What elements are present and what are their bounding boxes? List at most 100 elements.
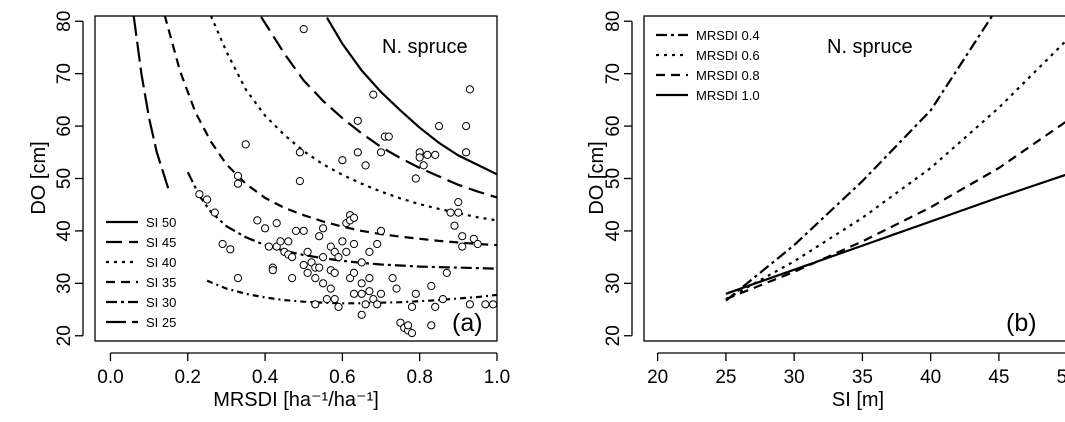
series-line-4 bbox=[725, 173, 1065, 295]
legend-label: MRSDI 0.4 bbox=[696, 28, 760, 43]
y-tick-label: 20 bbox=[54, 325, 75, 346]
x-tick-label: 0.8 bbox=[406, 367, 432, 388]
panel-a: 0.0 0.2 0.4 0.6 0.8 1.0 20 30 40 50 60 70 80 N. spr… bbox=[28, 11, 510, 411]
y-tick-label: 80 bbox=[603, 11, 624, 32]
data-point bbox=[349, 289, 359, 298]
data-point bbox=[253, 216, 262, 225]
data-point bbox=[438, 295, 447, 304]
data-point bbox=[376, 226, 386, 235]
data-point bbox=[226, 245, 235, 254]
data-point bbox=[407, 302, 417, 311]
data-point bbox=[261, 224, 270, 233]
x-tick-label: 25 bbox=[715, 367, 736, 388]
panel-a-y-title: DO [cm] bbox=[28, 141, 50, 214]
x-tick-label: 0.2 bbox=[175, 367, 201, 388]
data-point bbox=[330, 295, 339, 304]
series-line-2 bbox=[725, 40, 1065, 301]
data-point bbox=[334, 302, 343, 311]
series-line-6 bbox=[132, 16, 170, 190]
data-point bbox=[419, 161, 428, 170]
data-point bbox=[299, 260, 308, 270]
data-point bbox=[288, 274, 297, 283]
x-tick-label: 30 bbox=[784, 367, 805, 388]
legend-label: SI 40 bbox=[146, 255, 176, 270]
data-point bbox=[268, 266, 277, 275]
data-point bbox=[376, 289, 386, 298]
panel-a-x-axis: 0.0 0.2 0.4 0.6 0.8 1.0 bbox=[97, 352, 510, 388]
series-line-4 bbox=[163, 16, 497, 247]
legend-label: MRSDI 0.8 bbox=[696, 68, 760, 83]
y-tick-label: 40 bbox=[603, 220, 624, 241]
series-line-3 bbox=[725, 120, 1065, 301]
data-point bbox=[322, 295, 331, 304]
panel-a-label: (a) bbox=[452, 309, 483, 337]
data-point bbox=[233, 171, 243, 180]
panel-a-y-axis: 20 30 40 50 60 70 80 bbox=[54, 11, 84, 346]
data-point bbox=[423, 150, 432, 159]
x-tick-label: 35 bbox=[852, 367, 873, 388]
x-tick-label: 50 bbox=[1057, 367, 1065, 388]
data-point bbox=[365, 247, 374, 256]
panel-a-legend: SI 50 SI 45 SI 40 SI 35 SI 30 SI 25 bbox=[106, 215, 176, 330]
series-line-1 bbox=[725, 16, 994, 302]
data-point bbox=[384, 132, 393, 141]
data-point bbox=[330, 268, 339, 277]
panel-b-x-axis: 20 25 30 35 40 45 50 bbox=[647, 352, 1065, 388]
data-point bbox=[233, 179, 243, 188]
panel-a-frame bbox=[94, 15, 498, 342]
x-tick-label: 0.0 bbox=[97, 367, 123, 388]
panel-a-curves bbox=[132, 16, 497, 305]
y-tick-label: 60 bbox=[603, 116, 624, 137]
data-point bbox=[365, 287, 374, 296]
data-point bbox=[473, 239, 482, 249]
data-point bbox=[373, 300, 382, 309]
data-point bbox=[365, 274, 374, 283]
data-point bbox=[361, 300, 370, 309]
data-point bbox=[315, 263, 324, 272]
data-point bbox=[264, 242, 273, 251]
data-point bbox=[291, 226, 301, 235]
series-line-5 bbox=[186, 171, 497, 270]
data-point bbox=[376, 148, 386, 157]
data-point bbox=[454, 198, 463, 207]
legend-label: SI 50 bbox=[146, 215, 176, 230]
data-point bbox=[326, 284, 335, 293]
data-point bbox=[195, 190, 204, 199]
legend-label: MRSDI 1.0 bbox=[696, 88, 760, 103]
data-point bbox=[450, 221, 459, 230]
data-point bbox=[233, 274, 243, 283]
data-point bbox=[361, 161, 370, 170]
data-point bbox=[427, 281, 436, 291]
data-point bbox=[458, 232, 467, 241]
data-point bbox=[465, 300, 474, 309]
data-point bbox=[303, 247, 312, 256]
y-tick-label: 70 bbox=[54, 63, 75, 84]
panel-b-label: (b) bbox=[1006, 309, 1037, 337]
panel-b-annotation: N. spruce bbox=[827, 36, 913, 58]
data-point bbox=[241, 140, 250, 149]
legend-label: SI 25 bbox=[146, 315, 176, 330]
data-point bbox=[319, 279, 328, 288]
y-tick-label: 50 bbox=[54, 168, 75, 189]
data-point bbox=[353, 116, 362, 125]
y-tick-label: 60 bbox=[54, 116, 75, 137]
data-point bbox=[481, 300, 490, 309]
data-point bbox=[462, 148, 471, 157]
data-point bbox=[342, 247, 351, 256]
data-point bbox=[319, 224, 328, 233]
data-point bbox=[338, 156, 347, 165]
data-point bbox=[299, 226, 308, 235]
x-tick-label: 20 bbox=[647, 367, 668, 388]
legend-label: SI 30 bbox=[146, 295, 176, 310]
data-point bbox=[442, 268, 451, 277]
data-point bbox=[272, 219, 281, 228]
y-tick-label: 30 bbox=[603, 273, 624, 294]
data-point bbox=[311, 274, 320, 283]
legend-label: SI 35 bbox=[146, 275, 176, 290]
panel-b-legend: MRSDI 0.4 MRSDI 0.6 MRSDI 0.8 MRSDI 1.0 bbox=[656, 28, 760, 103]
data-point bbox=[319, 253, 328, 262]
data-point bbox=[431, 150, 440, 159]
data-point bbox=[388, 274, 397, 283]
x-tick-label: 0.6 bbox=[329, 367, 355, 388]
